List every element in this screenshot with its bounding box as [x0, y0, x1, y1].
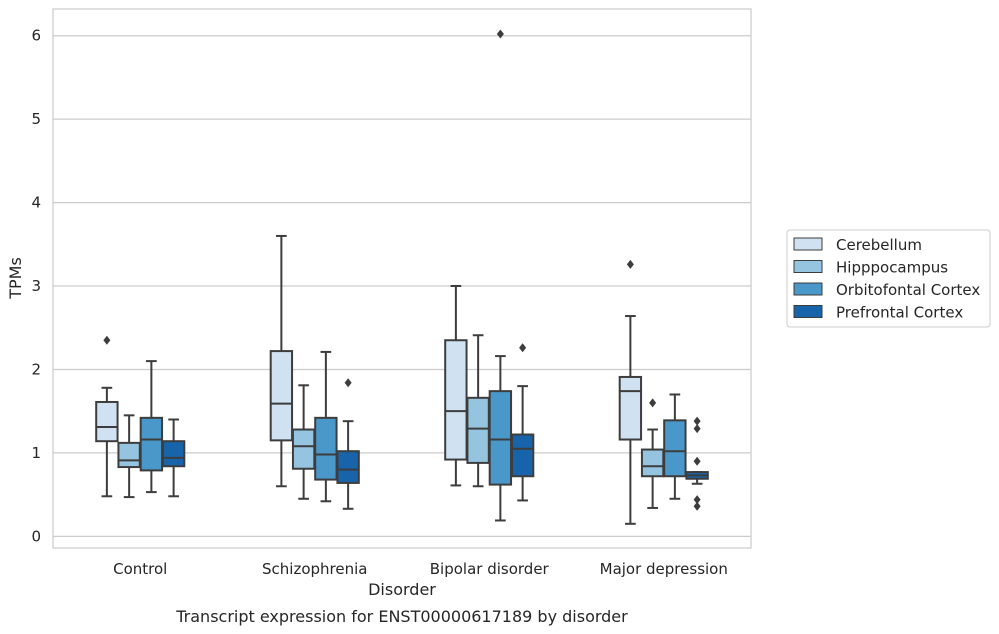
plot-series	[95, 29, 709, 525]
box-group	[291, 384, 316, 500]
box-group	[95, 335, 119, 498]
legend-label: Cerebellum	[836, 236, 922, 254]
y-tick-label: 5	[31, 110, 41, 128]
box-group	[336, 378, 360, 510]
box-group	[663, 393, 687, 500]
box	[269, 350, 294, 442]
outlier-point	[649, 398, 657, 408]
outlier-point	[693, 416, 701, 426]
x-tick-label: Schizophrenia	[262, 560, 367, 578]
box-group	[117, 414, 141, 499]
legend-frame	[786, 229, 991, 328]
box-group	[685, 416, 709, 511]
outlier-point	[496, 29, 504, 39]
legend-swatch	[793, 260, 823, 273]
box	[117, 441, 141, 469]
box-group	[139, 360, 164, 494]
box	[95, 400, 119, 443]
y-tick-label: 4	[31, 194, 41, 212]
box-group	[510, 343, 535, 502]
box	[444, 339, 468, 461]
box-group	[618, 259, 643, 525]
outlier-point	[626, 259, 634, 269]
y-tick-label: 0	[31, 527, 41, 545]
legend-label: Prefrontal Cortex	[836, 304, 963, 322]
legend-label: Hipppocampus	[836, 259, 948, 277]
box	[618, 375, 643, 441]
box	[314, 416, 338, 481]
outlier-point	[519, 343, 527, 353]
x-tick-label: Control	[113, 560, 167, 578]
box	[466, 396, 490, 464]
box-group	[488, 29, 513, 522]
box	[640, 448, 665, 478]
box	[663, 419, 687, 478]
y-tick-label: 1	[31, 444, 41, 462]
outlier-point	[103, 335, 111, 345]
x-axis-label: Disorder	[368, 580, 436, 599]
box-group	[444, 285, 468, 487]
outlier-point	[693, 495, 701, 505]
box-group	[269, 234, 294, 488]
x-tick-labels: Control Schizophrenia Bipolar disorder Majo…	[113, 560, 728, 578]
plot-frame	[52, 8, 752, 549]
box	[139, 416, 164, 472]
y-axis-label: TPMs	[6, 257, 25, 300]
legend-label: Orbitofontal Cortex	[836, 281, 980, 299]
outlier-point	[693, 501, 701, 511]
box	[488, 390, 513, 486]
outlier-point	[344, 378, 352, 388]
legend-swatch	[793, 282, 823, 296]
y-tick-label: 3	[31, 277, 41, 295]
box	[336, 450, 360, 484]
chart-caption: Transcript expression for ENST0000061718…	[175, 607, 628, 626]
x-tick-label: Major depression	[600, 560, 728, 578]
legend: Cerebellum Hipppocampus Orbitofontal Corte…	[786, 229, 991, 328]
legend-swatch	[793, 237, 823, 251]
box-group	[640, 398, 665, 509]
box-group	[314, 350, 338, 503]
box-group	[161, 418, 186, 498]
box-group	[466, 334, 490, 488]
x-tick-label: Bipolar disorder	[430, 560, 550, 578]
y-tick-label: 6	[31, 27, 41, 45]
outlier-point	[693, 456, 701, 466]
box	[510, 433, 535, 478]
y-tick-label: 2	[31, 360, 41, 378]
box	[291, 428, 316, 470]
legend-swatch	[793, 305, 823, 318]
y-tick-labels: 0 1 2 3 4 5 6	[31, 27, 41, 546]
outlier-point	[693, 424, 701, 434]
box	[161, 440, 186, 468]
